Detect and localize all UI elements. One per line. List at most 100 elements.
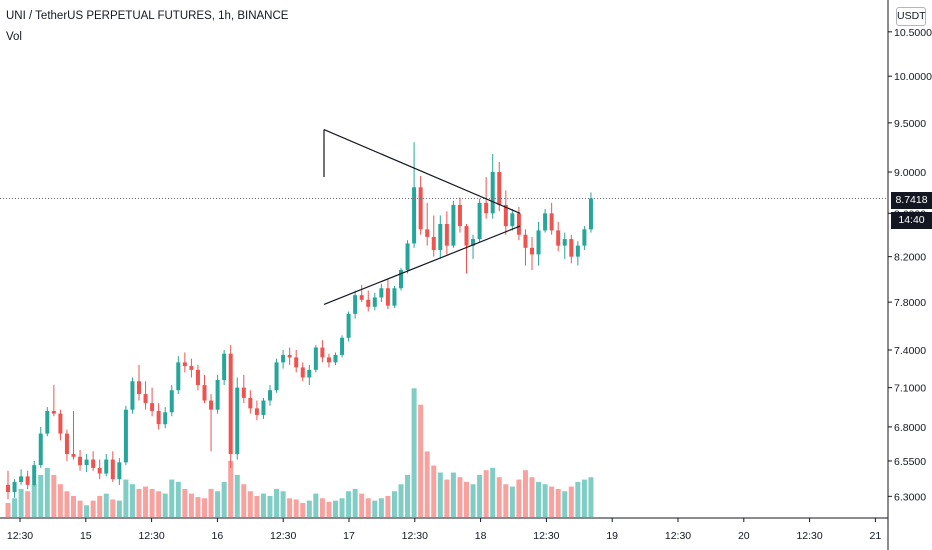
time-tick-label: 12:30 [138, 530, 164, 542]
volume-bar [352, 488, 358, 517]
volume-bar [470, 484, 476, 517]
time-tick-label: 15 [80, 530, 92, 542]
candle-body [569, 239, 574, 257]
volume-bar [25, 491, 31, 517]
volume-bar [575, 481, 581, 517]
candle-body [176, 362, 181, 391]
candle-body [582, 229, 587, 246]
last-price-tag: 8.7418 [891, 192, 932, 209]
candle-body [451, 204, 456, 246]
candle-body [530, 247, 534, 255]
candle-body [6, 484, 10, 493]
volume-bar [90, 500, 96, 517]
candle-body [248, 397, 253, 409]
volume-bar [162, 493, 168, 517]
volume-bar [516, 479, 522, 517]
volume-bar [424, 451, 430, 517]
candle-body [32, 465, 37, 485]
candle-body [392, 288, 397, 306]
candle-body [287, 354, 292, 358]
candle-body [346, 313, 351, 338]
volume-bar [287, 498, 293, 517]
volume-bar [359, 493, 365, 517]
volume-bar [228, 460, 234, 517]
volume-bar [149, 488, 155, 517]
candle-body [588, 198, 593, 230]
volume-bar [477, 474, 483, 517]
candle-body [104, 459, 109, 474]
candle-body [444, 223, 449, 246]
volume-bar [391, 491, 397, 517]
volume-bar [326, 501, 332, 517]
candle-body [477, 202, 482, 240]
candle-body [300, 367, 305, 378]
candle-body [457, 204, 462, 227]
volume-bar [293, 499, 299, 517]
volume-bar [116, 500, 122, 517]
candle-body [326, 357, 331, 363]
volume-bar [280, 491, 286, 517]
candle-body [510, 213, 515, 227]
volume-bar [346, 491, 352, 517]
time-tick-label: 12:30 [402, 530, 428, 542]
candle-body [202, 385, 207, 401]
price-tick-label: 10.0000 [894, 71, 932, 83]
candle-body [150, 403, 155, 411]
volume-bar [411, 388, 417, 517]
volume-bar [568, 486, 574, 517]
volume-bar [431, 465, 437, 517]
price-tick-label: 8.2000 [894, 252, 926, 264]
volume-bar [267, 495, 273, 517]
volume-bar [202, 498, 207, 517]
time-tick-label: 12:30 [270, 530, 296, 542]
candle-body [241, 387, 246, 398]
volume-bar [195, 497, 201, 517]
candle-body [156, 410, 161, 425]
volume-bar [44, 467, 50, 517]
triangle-lower-line [323, 225, 521, 306]
price-tick-label: 10.5000 [894, 27, 932, 39]
candle-body [274, 362, 279, 391]
candle-body [497, 172, 502, 205]
candle-body [71, 454, 76, 457]
candle-body [359, 295, 364, 300]
candle-body [254, 408, 259, 415]
volume-bar [274, 488, 280, 517]
volume-bar [398, 484, 404, 517]
volume-bar [71, 495, 76, 517]
candle-body [117, 462, 122, 480]
volume-bar [31, 484, 37, 517]
volume-bar [588, 477, 594, 517]
volume-bar [97, 495, 103, 517]
time-tick-label: 17 [343, 530, 355, 542]
candle-body [549, 213, 554, 231]
volume-bar [129, 484, 135, 517]
volume-bar [221, 481, 227, 517]
candle-body [130, 381, 135, 410]
candle-body [38, 433, 43, 466]
candle-body [412, 187, 417, 244]
volume-bar [18, 488, 24, 517]
candle-body [163, 412, 168, 425]
candle-body [523, 234, 528, 248]
candle-body [12, 482, 17, 493]
candle-body [536, 230, 541, 255]
candle-body [182, 362, 187, 367]
candle-body [195, 369, 200, 386]
volume-bar [38, 474, 44, 517]
volume-bar [182, 488, 188, 517]
price-tick-label: 7.8000 [894, 297, 926, 309]
candle-body [19, 476, 24, 483]
candle-body [222, 353, 227, 380]
volume-bar [188, 493, 194, 517]
volume-bar [464, 481, 469, 517]
candle-body [235, 387, 240, 455]
candle-body [268, 390, 272, 401]
time-tick-label: 12:30 [533, 530, 559, 542]
currency-button[interactable]: USDT [896, 7, 926, 26]
volume-bar [241, 484, 247, 517]
volume-bar [208, 488, 214, 517]
candle-body [556, 230, 561, 246]
volume-bar [496, 477, 502, 517]
